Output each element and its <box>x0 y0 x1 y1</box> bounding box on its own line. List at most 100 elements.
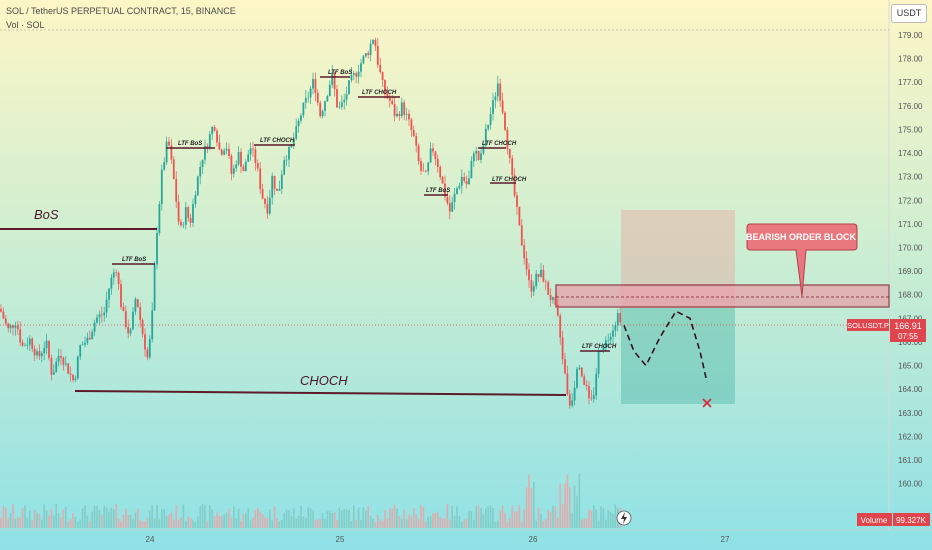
candle-body <box>561 337 564 360</box>
y-tick-label: 174.00 <box>898 149 923 158</box>
candle-body <box>518 206 521 226</box>
volume-bar <box>319 519 321 528</box>
candle-body <box>266 203 269 214</box>
candle-body <box>573 387 576 401</box>
candle-body <box>247 154 250 162</box>
volume-bar <box>413 507 415 528</box>
candle-body <box>199 166 202 177</box>
volume-bar <box>105 507 108 528</box>
candle-body <box>374 39 377 47</box>
volume-bar <box>14 518 17 528</box>
candle-body <box>388 97 391 101</box>
candle-body <box>96 317 98 323</box>
volume-bar <box>43 504 45 528</box>
volume-bar <box>530 488 533 528</box>
volume-bar <box>144 521 146 528</box>
candle-body <box>189 217 192 223</box>
candle-body <box>115 272 118 274</box>
volume-bar <box>585 518 588 528</box>
candle-body <box>427 162 430 172</box>
candle-body <box>412 129 415 137</box>
volume-bar <box>117 518 120 528</box>
candle-body <box>26 344 29 346</box>
price-tag-value-bg <box>890 319 926 342</box>
volume-bar <box>180 517 182 528</box>
candle-body <box>180 221 182 226</box>
y-tick-label: 167.00 <box>898 314 923 323</box>
candle-body <box>472 153 475 162</box>
candle-body <box>614 325 617 331</box>
volume-bar <box>173 519 175 528</box>
candle-body <box>127 326 130 334</box>
candle-body <box>160 169 163 204</box>
candle-body <box>182 224 185 226</box>
volume-bar <box>120 521 122 528</box>
candle-body <box>206 145 209 149</box>
candle-body <box>84 342 86 345</box>
candle-body <box>36 351 38 356</box>
candle-body <box>520 225 523 246</box>
candle-body <box>122 306 125 311</box>
currency-badge[interactable]: USDT <box>891 4 927 23</box>
volume-bar <box>458 516 461 528</box>
volume-bar <box>132 519 134 528</box>
y-tick-label: 166.00 <box>898 338 923 347</box>
volume-bar <box>595 509 597 528</box>
price-tag-symbol-bg <box>847 319 889 331</box>
candle-body <box>408 113 410 120</box>
candle-body <box>276 188 278 191</box>
volume-bar <box>127 514 129 528</box>
volume-tag-value: 99.327K <box>896 516 926 525</box>
candle-body <box>576 368 578 388</box>
candle-body <box>136 299 139 308</box>
candle-body <box>564 359 566 374</box>
lightning-icon[interactable] <box>616 510 632 526</box>
volume-bar <box>278 521 281 528</box>
volume-bar <box>506 521 509 528</box>
candle-body <box>81 344 84 346</box>
volume-bar <box>254 509 257 528</box>
volume-bar <box>581 519 583 528</box>
candle-body <box>432 148 434 152</box>
volume-bar <box>343 509 345 528</box>
volume-bar <box>566 474 569 528</box>
candle-body <box>21 342 24 346</box>
volume-bar <box>331 512 333 528</box>
y-tick-label: 169.00 <box>898 267 923 276</box>
candle-body <box>333 72 336 90</box>
candle-body <box>434 151 437 160</box>
volume-bar <box>545 519 547 528</box>
candle-body <box>86 337 89 343</box>
candle-body <box>300 115 302 121</box>
volume-bar <box>7 517 9 528</box>
volume-bar <box>86 515 89 528</box>
candle-body <box>259 168 262 190</box>
candle-body <box>141 319 144 335</box>
candle-body <box>340 102 343 107</box>
ltf-label-4: LTF BoS <box>328 70 352 76</box>
candle-body <box>134 299 137 312</box>
volume-bar <box>511 505 513 528</box>
y-tick-label: 164.00 <box>898 385 923 394</box>
candle-body <box>504 112 506 130</box>
volume-bar <box>168 514 170 528</box>
volume-bar <box>237 508 240 528</box>
volume-bar <box>223 514 225 528</box>
y-tick-label: 171.00 <box>898 220 923 229</box>
volume-bar <box>151 504 153 528</box>
y-tick-label: 173.00 <box>898 173 923 182</box>
candle-body <box>256 162 259 169</box>
candle-body <box>48 340 50 358</box>
candle-body <box>542 269 545 282</box>
y-tick-label: 172.00 <box>898 196 923 205</box>
y-tick-label: 165.00 <box>898 362 923 371</box>
volume-bar <box>561 504 564 528</box>
candle-body <box>252 148 254 150</box>
volume-bar <box>571 512 573 528</box>
candle-body <box>405 113 408 115</box>
volume-bar <box>549 511 552 528</box>
candle-body <box>506 129 509 149</box>
volume-bar <box>283 513 285 528</box>
